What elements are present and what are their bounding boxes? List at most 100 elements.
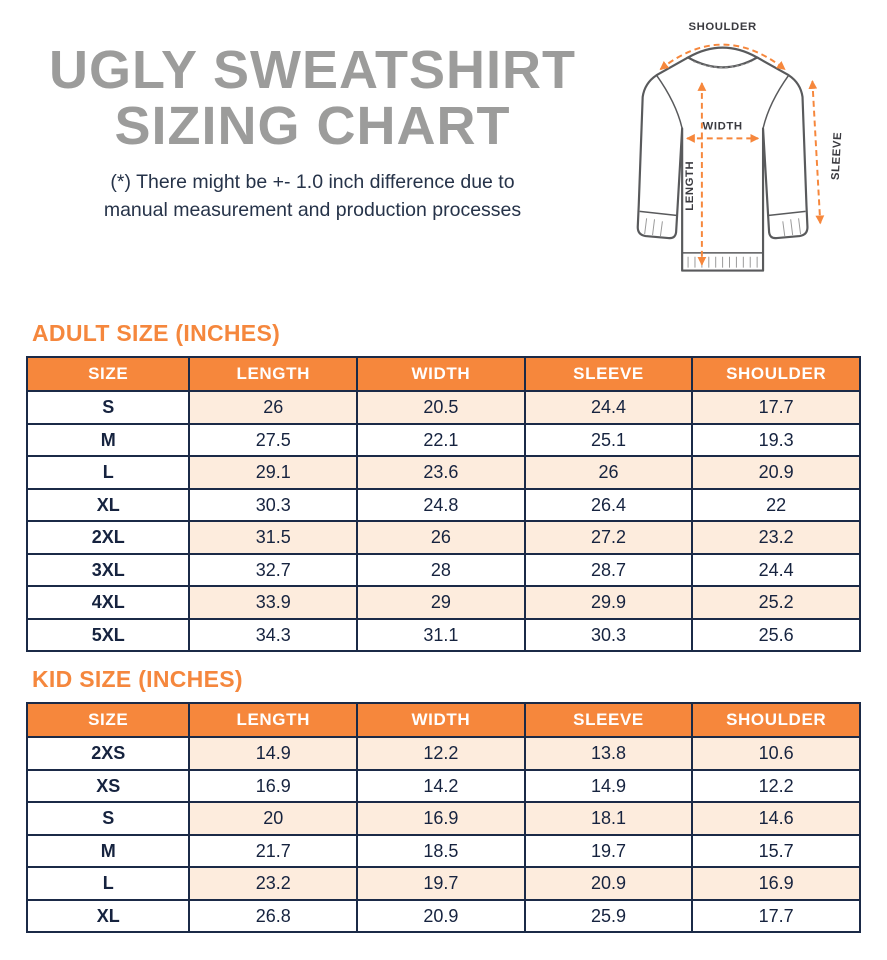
table-row: XL 30.3 24.8 26.4 22 xyxy=(25,487,861,522)
measurement-cell: 26 xyxy=(523,455,694,490)
shoulder-measure-line xyxy=(659,43,786,71)
sweatshirt-body-outline xyxy=(636,56,809,272)
measurement-cell: 21.7 xyxy=(188,833,359,868)
measurement-cell: 26.4 xyxy=(523,487,694,522)
title-block: UGLY SWEATSHIRT SIZING CHART (*) There mi… xyxy=(26,14,599,225)
measurement-cell: 26 xyxy=(188,390,359,425)
measurement-cell: 14.9 xyxy=(523,768,694,803)
sweatshirt-diagram: SHOULDER WIDTH LENGTH SLEEVE xyxy=(599,14,861,319)
measurement-cell: 15.7 xyxy=(691,833,861,868)
measurement-cell: 18.5 xyxy=(356,833,526,868)
size-cell: M xyxy=(25,833,191,868)
table-row: 2XS 14.9 12.2 13.8 10.6 xyxy=(25,736,861,771)
page-header: UGLY SWEATSHIRT SIZING CHART (*) There mi… xyxy=(26,14,861,310)
measurement-cell: 14.9 xyxy=(188,736,359,771)
measurement-cell: 30.3 xyxy=(188,487,359,522)
measurement-cell: 23.6 xyxy=(356,455,526,490)
measurement-cell: 29.1 xyxy=(188,455,359,490)
measurement-cell: 20.9 xyxy=(523,866,694,901)
measurement-cell: 25.9 xyxy=(523,898,694,933)
measurement-cell: 28 xyxy=(356,552,526,587)
measurement-cell: 23.2 xyxy=(188,866,359,901)
measurement-cell: 19.3 xyxy=(691,422,861,457)
adult-size-table: SIZE LENGTH WIDTH SLEEVE SHOULDER S 26 20.5 24.4… xyxy=(25,356,861,652)
measurement-cell: 28.7 xyxy=(523,552,694,587)
measurement-cell: 22 xyxy=(691,487,861,522)
size-cell: 5XL xyxy=(25,617,191,652)
table-row: XL 26.8 20.9 25.9 17.7 xyxy=(25,898,861,933)
table-row: S 26 20.5 24.4 17.7 xyxy=(25,390,861,425)
adult-size-title: ADULT SIZE (INCHES) xyxy=(32,320,281,346)
size-cell: M xyxy=(25,422,191,457)
table-row: 4XL 33.9 29 29.9 25.2 xyxy=(25,585,861,620)
table-row: M 21.7 18.5 19.7 15.7 xyxy=(25,833,861,868)
kid-size-title: KID SIZE (INCHES) xyxy=(32,666,243,692)
measurement-cell: 25.2 xyxy=(691,585,861,620)
size-cell: L xyxy=(25,866,191,901)
measurement-cell: 27.5 xyxy=(188,422,359,457)
table-row: XS 16.9 14.2 14.9 12.2 xyxy=(25,768,861,803)
measurement-cell: 25.1 xyxy=(523,422,694,457)
table-row: L 29.1 23.6 26 20.9 xyxy=(25,455,861,490)
measurement-cell: 10.6 xyxy=(691,736,861,771)
size-cell: 2XL xyxy=(25,520,191,555)
measurement-cell: 20 xyxy=(188,801,359,836)
measurement-cell: 19.7 xyxy=(523,833,694,868)
measurement-cell: 29 xyxy=(356,585,526,620)
column-header: LENGTH xyxy=(188,356,359,392)
length-label: LENGTH xyxy=(684,161,696,211)
column-header: LENGTH xyxy=(188,702,359,738)
width-label: WIDTH xyxy=(703,120,743,132)
kid-size-table: SIZE LENGTH WIDTH SLEEVE SHOULDER 2XS 14.9 12.2… xyxy=(25,702,861,933)
measurement-cell: 29.9 xyxy=(523,585,694,620)
measurement-cell: 16.9 xyxy=(356,801,526,836)
size-cell: XL xyxy=(25,487,191,522)
sleeve-measure-line xyxy=(808,80,825,225)
measurement-cell: 24.4 xyxy=(523,390,694,425)
measurement-cell: 16.9 xyxy=(188,768,359,803)
measurement-cell: 34.3 xyxy=(188,617,359,652)
size-cell: L xyxy=(25,455,191,490)
measurement-cell: 14.2 xyxy=(356,768,526,803)
table-row: 3XL 32.7 28 28.7 24.4 xyxy=(25,552,861,587)
table-row: 2XL 31.5 26 27.2 23.2 xyxy=(25,520,861,555)
size-cell: 3XL xyxy=(25,552,191,587)
table-row: S 20 16.9 18.1 14.6 xyxy=(25,801,861,836)
measurement-cell: 24.8 xyxy=(356,487,526,522)
page-title-line1: UGLY SWEATSHIRT xyxy=(48,40,577,100)
size-cell: XS xyxy=(25,768,191,803)
size-cell: XL xyxy=(25,898,191,933)
table-row: M 27.5 22.1 25.1 19.3 xyxy=(25,422,861,457)
size-cell: 2XS xyxy=(25,736,191,771)
measurement-cell: 12.2 xyxy=(356,736,526,771)
disclaimer-line1: (*) There might be +- 1.0 inch differenc… xyxy=(110,171,515,194)
measurement-cell: 31.5 xyxy=(188,520,359,555)
cuff-ribs xyxy=(644,218,802,237)
column-header: SLEEVE xyxy=(523,356,694,392)
column-header: SIZE xyxy=(25,702,191,738)
table-row: 5XL 34.3 31.1 30.3 25.6 xyxy=(25,617,861,652)
measurement-cell: 26 xyxy=(356,520,526,555)
size-cell: S xyxy=(25,801,191,836)
measurement-cell: 17.7 xyxy=(691,390,861,425)
column-header: SLEEVE xyxy=(523,702,694,738)
size-cell: 4XL xyxy=(25,585,191,620)
measurement-cell: 20.9 xyxy=(356,898,526,933)
table-row: L 23.2 19.7 20.9 16.9 xyxy=(25,866,861,901)
page-title: UGLY SWEATSHIRT SIZING CHART xyxy=(26,42,599,154)
measurement-cell: 19.7 xyxy=(356,866,526,901)
measurement-cell: 14.6 xyxy=(691,801,861,836)
page-title-line2: SIZING CHART xyxy=(114,96,511,157)
measurement-cell: 24.4 xyxy=(691,552,861,587)
measurement-cell: 30.3 xyxy=(523,617,694,652)
measurement-cell: 20.9 xyxy=(691,455,861,490)
disclaimer-line2: manual measurement and production proces… xyxy=(103,199,522,221)
measurement-cell: 13.8 xyxy=(523,736,694,771)
measurement-cell: 17.7 xyxy=(691,898,861,933)
size-cell: S xyxy=(25,390,191,425)
disclaimer-note: (*) There might be +- 1.0 inch differenc… xyxy=(26,169,599,224)
measurement-cell: 26.8 xyxy=(188,898,359,933)
armhole-seams xyxy=(655,74,790,129)
shoulder-label: SHOULDER xyxy=(688,21,756,33)
